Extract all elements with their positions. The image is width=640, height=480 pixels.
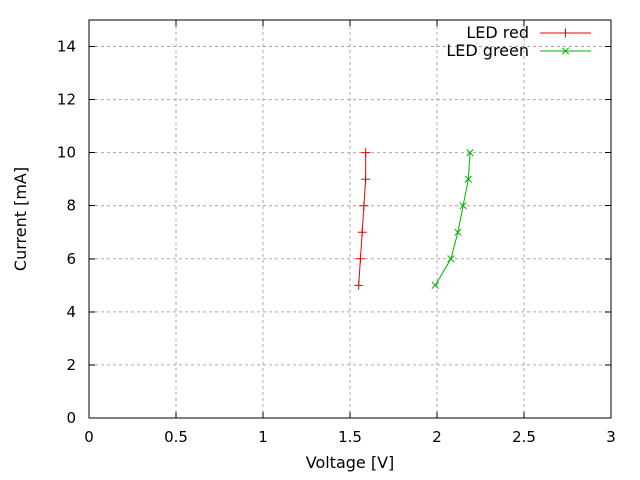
y-tick-label: 14 [57,38,76,56]
y-tick-label: 2 [66,356,76,374]
y-tick-label: 4 [66,303,76,321]
y-axis-label: Current [mA] [11,167,30,271]
series-marker-led-red [354,280,364,290]
series-marker-led-green [431,281,439,289]
series-marker-led-green [464,175,472,183]
series-marker-led-green [466,149,474,157]
series-marker-led-green [447,255,455,263]
legend-sample-marker [561,47,570,55]
series-marker-led-red [361,148,371,158]
series-marker-led-green [459,202,467,210]
legend-label-led-green: LED green [446,41,529,60]
x-tick-label: 0 [84,428,94,446]
x-tick-label: 2 [432,428,442,446]
x-tick-label: 2.5 [512,428,536,446]
series-marker-led-red [359,201,369,211]
x-tick-label: 1 [258,428,268,446]
series-marker-led-red [355,254,365,264]
y-tick-label: 8 [66,197,76,215]
x-tick-label: 1.5 [338,428,362,446]
series-marker-led-green [454,228,462,236]
x-axis-label: Voltage [V] [306,453,395,472]
x-tick-label: 0.5 [164,428,188,446]
legend-sample-marker [561,28,570,38]
series-line-led-green [434,152,471,286]
y-tick-label: 0 [66,409,76,427]
y-tick-label: 10 [57,144,76,162]
legend-label-led-red: LED red [466,23,529,42]
series-marker-led-red [361,174,371,184]
y-tick-label: 12 [57,91,76,109]
series-marker-led-red [357,227,367,237]
x-tick-label: 3 [606,428,616,446]
y-tick-label: 6 [66,250,76,268]
